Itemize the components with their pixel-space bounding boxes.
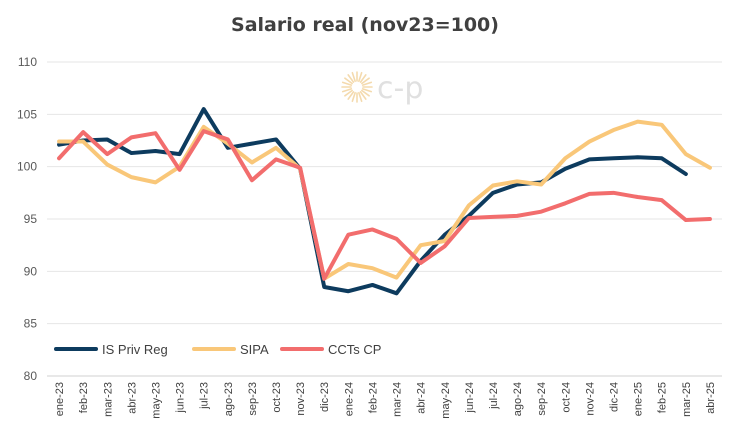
sun-ray	[351, 71, 356, 83]
x-tick-label: mar-24	[392, 382, 404, 417]
legend-label: IS Priv Reg	[102, 342, 168, 357]
x-tick-label: dic-24	[609, 382, 621, 412]
sun-ray	[358, 71, 363, 83]
y-axis: 80 85 90 95 100 105 110	[17, 55, 37, 383]
series-line-sipa	[57, 119, 712, 281]
y-tick-label: 110	[18, 55, 37, 69]
sun-burst-icon	[341, 71, 373, 103]
x-tick-label: ago-23	[223, 382, 235, 416]
x-tick-label: ene-23	[54, 382, 66, 416]
sun-ray	[361, 89, 370, 97]
legend-label: CCTs CP	[328, 342, 381, 357]
x-tick-label: mar-23	[102, 382, 114, 417]
x-tick-label: abr-24	[416, 382, 428, 414]
x-tick-label: jul-24	[488, 382, 500, 410]
x-tick-label: feb-23	[78, 382, 90, 413]
sun-ray	[359, 91, 367, 100]
x-tick-label: abr-23	[126, 382, 138, 414]
legend: IS Priv Reg SIPA CCTs CP	[54, 342, 381, 357]
x-tick-label: ago-24	[512, 382, 524, 416]
sun-ray	[351, 91, 356, 103]
x-tick-label: oct-23	[271, 382, 283, 413]
sun-ray	[341, 81, 353, 86]
sun-ray	[361, 77, 370, 85]
x-tick-label: jun-23	[175, 382, 187, 414]
x-tick-label: ene-25	[633, 382, 645, 416]
x-tick-label: mar-25	[681, 382, 693, 417]
sun-ray	[344, 77, 353, 85]
x-tick-label: may-23	[150, 382, 162, 419]
sun-ray	[358, 91, 363, 103]
y-tick-label: 90	[24, 264, 38, 278]
x-tick-label: sep-24	[536, 382, 548, 416]
series-line-is-priv-reg	[57, 107, 688, 296]
sun-ray	[361, 81, 373, 86]
logo-text: c-p	[377, 71, 423, 106]
y-tick-label: 80	[24, 369, 38, 383]
y-tick-label: 85	[24, 317, 38, 331]
x-tick-label: nov-24	[584, 382, 596, 416]
x-tick-label: may-24	[440, 382, 452, 419]
y-tick-label: 95	[24, 212, 38, 226]
watermark-logo: c-p	[341, 71, 423, 106]
sun-ray	[347, 91, 355, 100]
sun-ray	[361, 88, 373, 93]
x-axis: ene-23 feb-23 mar-23 abr-23 may-23 jun-23 jul-…	[54, 382, 717, 419]
plot-area	[57, 107, 712, 296]
legend-label: SIPA	[240, 342, 269, 357]
x-tick-label: oct-24	[560, 382, 572, 413]
sun-ray	[347, 74, 355, 83]
sun-ray	[344, 89, 353, 97]
sun-ray	[341, 88, 353, 93]
x-tick-label: nov-23	[295, 382, 307, 416]
x-tick-label: abr-25	[705, 382, 717, 414]
x-tick-label: dic-23	[319, 382, 331, 412]
x-tick-label: ene-24	[343, 382, 355, 416]
sun-ray	[359, 74, 367, 83]
series-line-ccts-cp	[57, 129, 712, 281]
y-tick-label: 105	[17, 107, 37, 121]
grid-lines	[47, 61, 722, 377]
x-tick-label: jul-23	[199, 382, 211, 410]
x-tick-label: sep-23	[247, 382, 259, 416]
x-tick-label: feb-25	[657, 382, 669, 413]
y-tick-label: 100	[17, 160, 37, 174]
chart-title: Salario real (nov23=100)	[231, 14, 499, 36]
x-tick-label: feb-24	[367, 382, 379, 413]
x-tick-label: jun-24	[464, 382, 476, 414]
